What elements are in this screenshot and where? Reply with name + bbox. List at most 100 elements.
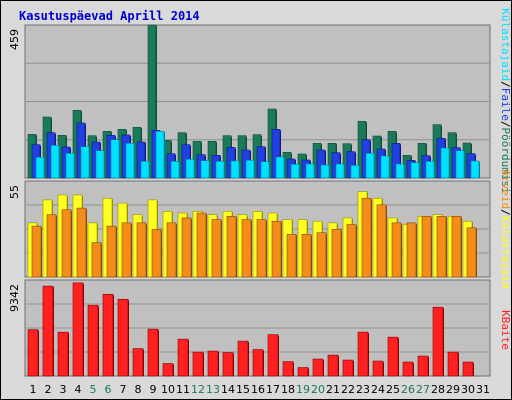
bar-arveid-9 [151,229,162,278]
x-tick-day-4: 4 [75,383,82,396]
bar-arveid-11 [181,217,192,278]
bar-face [147,328,159,377]
bar-külastajaid-18 [290,164,300,179]
bar-face [95,150,105,179]
bar-kbaite-7 [117,298,129,377]
bar-face [185,159,195,179]
bar-külastajaid-4 [80,146,90,179]
x-tick-day-2: 2 [45,383,52,396]
bar-arveid-19 [301,234,312,278]
bar-kbaite-12 [192,351,204,377]
x-tick-day-24: 24 [371,383,385,396]
chart-title: Kasutuspäevad Aprill 2014 [19,9,200,23]
bar-kbaite-3 [57,331,69,377]
legend-faile: Faile [499,88,512,121]
x-tick-day-9: 9 [150,383,157,396]
bar-face [365,153,375,179]
bar-face [320,164,330,179]
bar-face [80,146,90,179]
bar-face [256,219,267,278]
x-tick-day-15: 15 [236,383,250,396]
bar-face [31,225,42,278]
bar-face [290,164,300,179]
bar-kbaite-8 [132,348,144,377]
bar-arveid-30 [466,227,477,278]
bar-kbaite-21 [327,354,339,377]
bar-face [162,363,174,377]
bar-kbaite-6 [102,293,114,377]
bar-külastajaid-9 [155,131,165,179]
bar-külastajaid-3 [65,153,75,179]
x-tick-day-31: 31 [476,383,490,396]
bar-face [436,215,447,278]
bar-face [245,160,255,179]
bar-kbaite-26 [402,361,414,377]
bar-külastajaid-7 [125,143,135,179]
x-tick-day-17: 17 [266,383,280,396]
y-max-label-top: 459 [8,29,21,50]
bar-face [421,215,432,278]
bar-face [387,336,399,377]
bar-face [155,131,165,179]
legend-pöördumisi: Pöördumisi [499,128,512,194]
x-tick-day-6: 6 [105,383,112,396]
bar-face [271,220,282,278]
bar-face [402,361,414,377]
bar-külastajaid-20 [320,164,330,179]
bar-arveid-1 [31,225,42,278]
bar-arveid-7 [121,222,132,278]
bar-arveid-23 [361,197,372,278]
bar-kbaite-2 [42,285,54,377]
bar-arveid-22 [346,224,357,278]
bar-face [361,197,372,278]
bar-arveid-15 [241,219,252,278]
bar-külastajaid-27 [425,161,435,179]
bar-arveid-13 [211,219,222,278]
bar-face [466,227,477,278]
bar-face [226,215,237,278]
bar-kbaite-18 [282,361,294,377]
bar-kbaite-22 [342,359,354,377]
bar-külastajaid-23 [365,153,375,179]
x-tick-day-22: 22 [341,383,355,396]
x-tick-day-27: 27 [416,383,430,396]
bar-külastajaid-10 [170,161,180,179]
x-tick-day-25: 25 [386,383,400,396]
bar-face [391,222,402,278]
bar-kbaite-13 [207,350,219,377]
bar-face [46,214,57,278]
legend-külastajaid: Külastajaid [499,8,512,81]
bar-face [350,165,360,179]
bar-külastajaid-19 [305,163,315,179]
bar-face [65,153,75,179]
x-tick-day-16: 16 [251,383,265,396]
bar-face [237,340,249,377]
bar-face [395,163,405,179]
bar-arveid-28 [436,215,447,278]
bar-face [27,329,39,377]
x-tick-day-8: 8 [135,383,142,396]
bar-face [177,338,189,377]
legend-külastajaid: Külastajaid [499,216,512,289]
bar-face [215,161,225,179]
bar-kbaite-16 [252,349,264,377]
bar-arveid-25 [391,222,402,278]
bar-arveid-29 [451,215,462,278]
bar-kbaite-17 [267,334,279,377]
legend-group: Külastajaid/Faile/Pöördumisi [499,8,512,193]
legend-separator: / [499,209,512,216]
bar-face [42,285,54,377]
bar-külastajaid-12 [200,160,210,179]
bar-face [425,161,435,179]
bar-külastajaid-21 [335,163,345,179]
bar-külastajaid-28 [440,147,450,179]
bar-arveid-18 [286,234,297,278]
bar-face [327,354,339,377]
legend-arveid: Arveid [499,169,512,209]
bar-külastajaid-26 [410,162,420,179]
bar-kbaite-19 [297,367,309,377]
bar-arveid-6 [106,225,117,278]
bar-arveid-8 [136,222,147,278]
bar-kbaite-15 [237,340,249,377]
